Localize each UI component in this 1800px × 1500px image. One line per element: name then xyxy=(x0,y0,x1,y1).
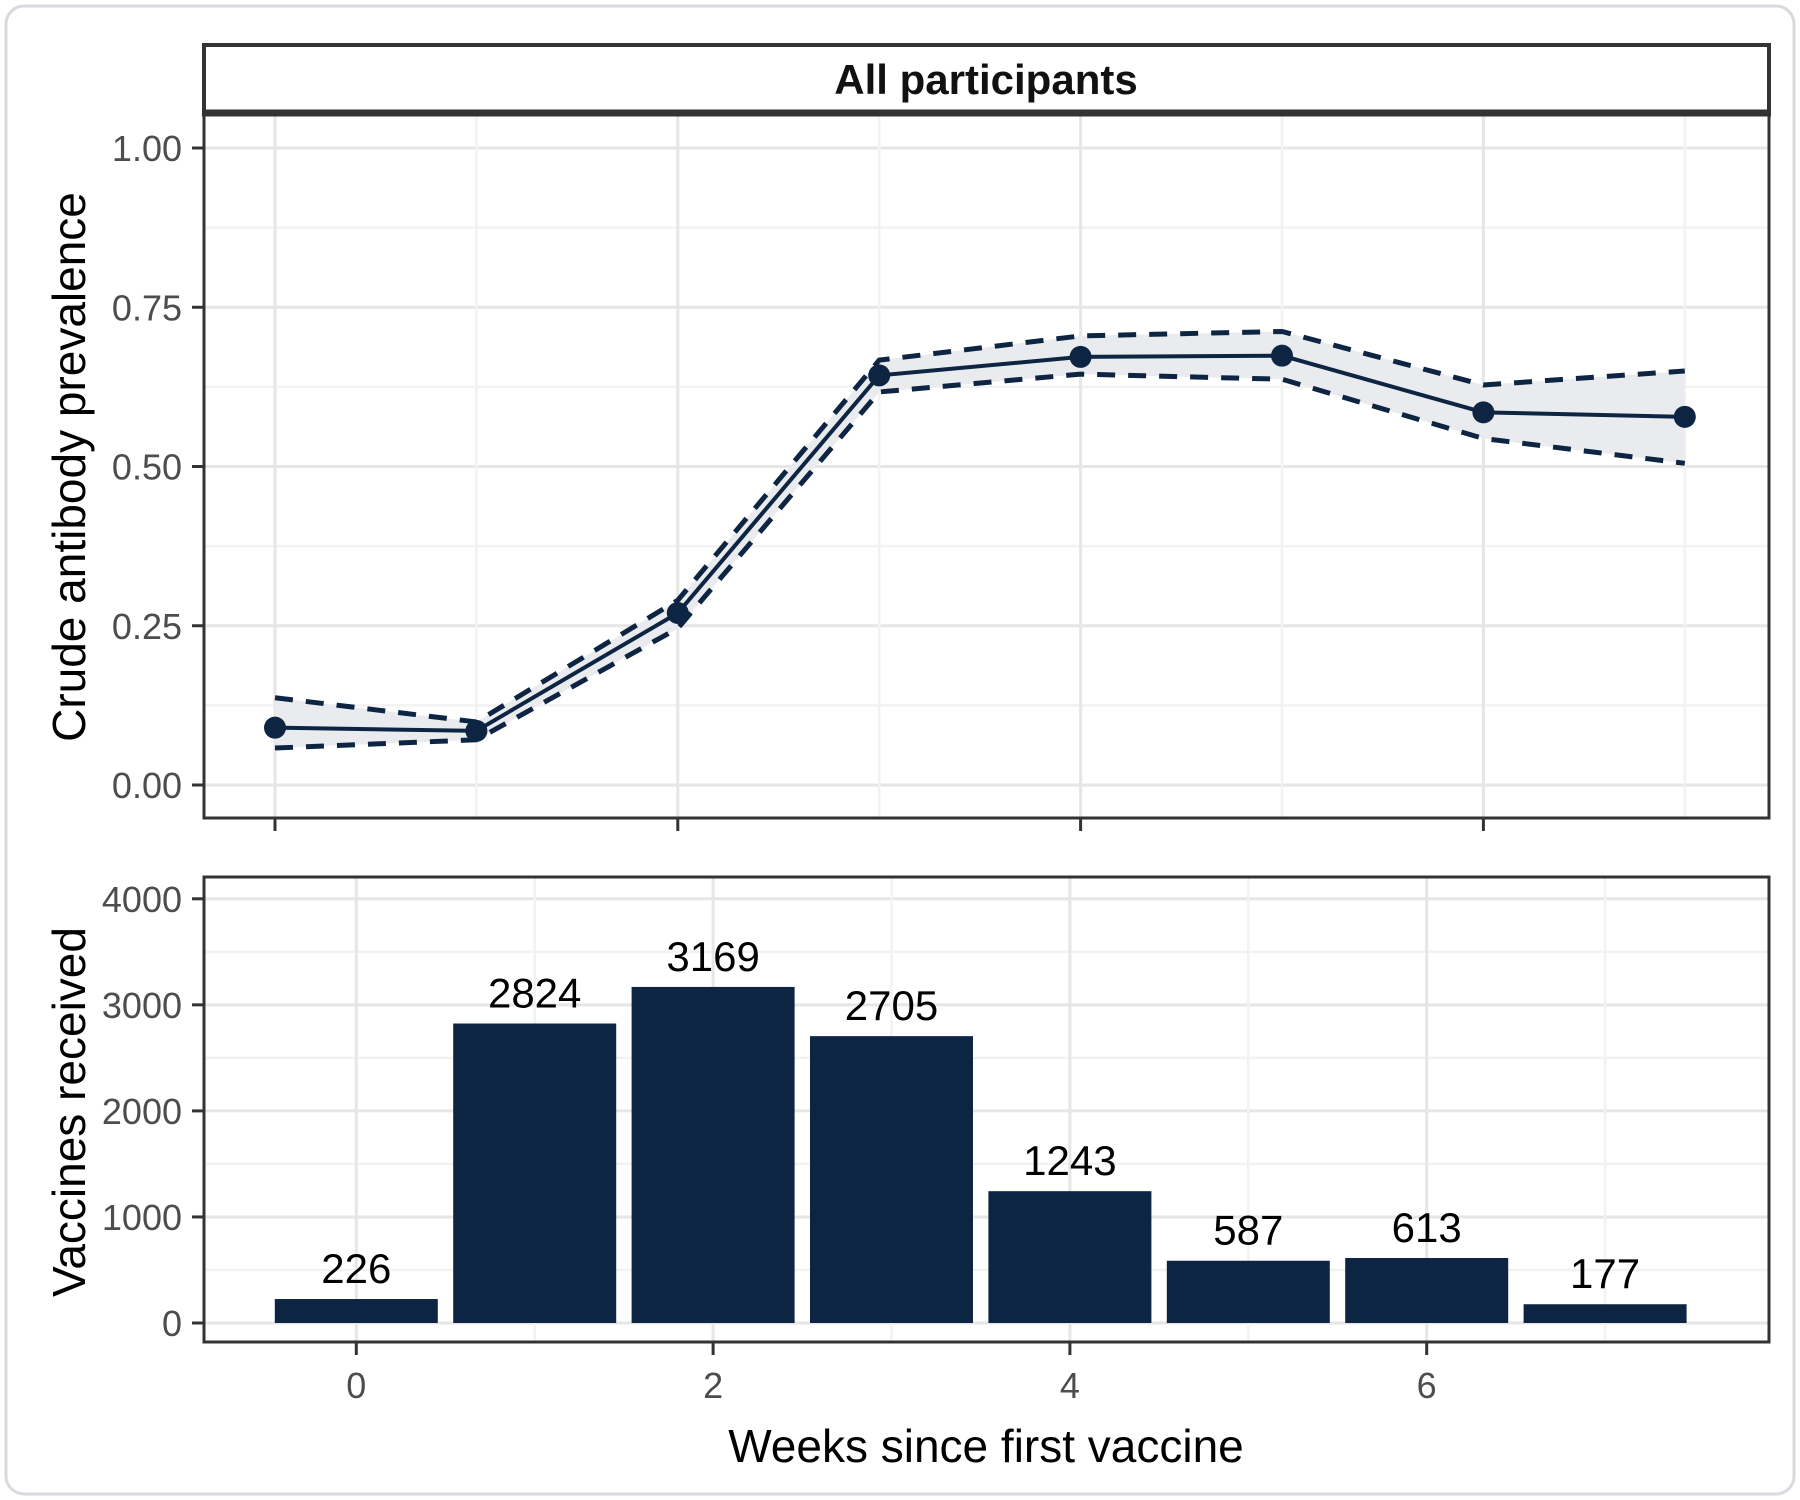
bar-value-label: 2824 xyxy=(488,970,581,1017)
bar-value-label: 226 xyxy=(321,1245,391,1292)
vaccine-bar xyxy=(274,1299,438,1323)
y-tick-label: 4000 xyxy=(102,879,182,920)
y-tick-label: 0 xyxy=(162,1303,182,1344)
vaccine-bar xyxy=(453,1023,617,1323)
vaccine-bar xyxy=(810,1036,973,1323)
x-tick-label: 0 xyxy=(346,1365,366,1406)
prevalence-point xyxy=(264,716,286,739)
y-tick-label: 1.00 xyxy=(112,128,182,169)
bar-value-label: 1243 xyxy=(1023,1137,1116,1184)
prevalence-point xyxy=(1472,401,1495,424)
bar-value-label: 3169 xyxy=(666,933,759,980)
ci-upper-dashed-line xyxy=(274,328,1685,725)
prevalence-point xyxy=(1069,345,1092,368)
y-tick-label: 1000 xyxy=(102,1197,182,1238)
vaccine-bar xyxy=(1523,1304,1687,1323)
vaccine-bar xyxy=(1345,1257,1509,1323)
bar-value-label: 177 xyxy=(1570,1250,1640,1297)
y-tick-label: 0.25 xyxy=(112,606,182,647)
prevalence-point xyxy=(868,364,891,387)
chart-render-root: 1.00 0.75 0.50 0.25 0.00 226 2824 3169 2705 1243 5… xyxy=(4,4,1796,1496)
y-tick-label: 0.00 xyxy=(112,765,182,806)
prevalence-point xyxy=(465,719,488,742)
ci-lower-dashed-line xyxy=(274,371,1686,751)
y-axis-title-vaccines: Vaccines received xyxy=(43,927,95,1297)
x-tick-label: 6 xyxy=(1417,1365,1437,1406)
top-panel-antibody-prevalence: 1.00 0.75 0.50 0.25 0.00 xyxy=(112,43,1771,831)
prevalence-point xyxy=(1271,344,1293,367)
facet-strip-label: All participants xyxy=(834,56,1137,103)
y-axis-title-antibody: Crude antibody prevalence xyxy=(43,192,95,742)
y-tick-label: 2000 xyxy=(102,1091,182,1132)
prevalence-point xyxy=(666,602,689,625)
x-axis-title: Weeks since first vaccine xyxy=(728,1420,1244,1472)
vaccine-bar xyxy=(631,986,795,1323)
bar-value-label: 2705 xyxy=(845,982,938,1029)
prevalence-point xyxy=(1673,405,1696,428)
x-tick-label: 4 xyxy=(1060,1365,1080,1406)
y-tick-label: 0.50 xyxy=(112,447,182,488)
bar-value-label: 587 xyxy=(1213,1207,1283,1254)
vaccine-bar xyxy=(988,1191,1152,1323)
bottom-panel-vaccines-received: 226 2824 3169 2705 1243 587 613 177 4000 3000 2000… xyxy=(102,875,1771,1406)
y-tick-label: 3000 xyxy=(102,985,182,1026)
vaccine-bar xyxy=(1166,1260,1330,1323)
y-tick-label: 0.75 xyxy=(112,287,182,328)
bar-value-label: 613 xyxy=(1392,1204,1462,1251)
x-tick-label: 2 xyxy=(703,1365,723,1406)
prevalence-line xyxy=(274,353,1685,733)
